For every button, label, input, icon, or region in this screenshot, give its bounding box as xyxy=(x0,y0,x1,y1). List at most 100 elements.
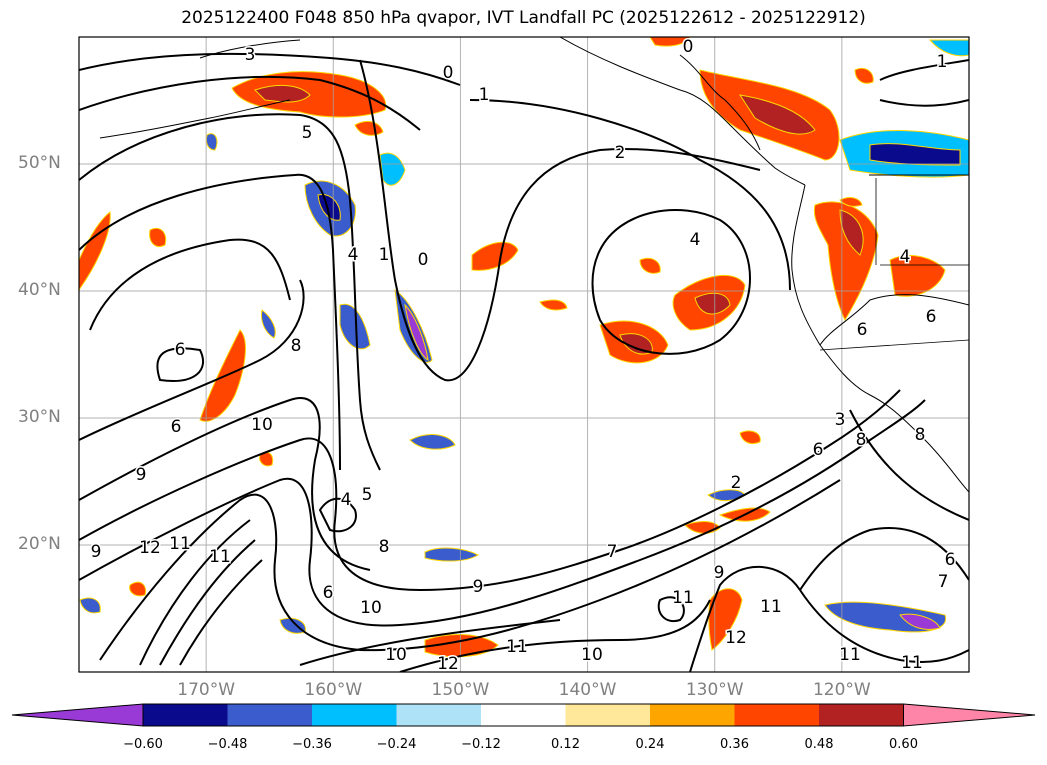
contour-label: 11 xyxy=(169,534,191,554)
contour-label: 6 xyxy=(945,550,956,570)
anomaly-patch xyxy=(379,152,406,186)
contour-label: 0 xyxy=(418,250,429,270)
contour-label: 0 xyxy=(683,37,694,57)
anomaly-patch xyxy=(539,299,568,311)
contour-label: 1 xyxy=(479,85,490,105)
longitude-label: 160°W xyxy=(304,680,363,700)
anomaly-patch xyxy=(339,303,371,350)
contour-label: 10 xyxy=(581,645,603,665)
contour-label: 12 xyxy=(139,538,161,558)
contour-label: 6 xyxy=(813,440,824,460)
contour-label: 1 xyxy=(379,245,390,265)
contour-label: 12 xyxy=(437,654,459,674)
contour-label: 0 xyxy=(443,63,454,83)
colorbar-segment xyxy=(481,704,566,726)
anomaly-patch xyxy=(79,597,101,614)
plot-title: 2025122400 F048 850 hPa qvapor, IVT Land… xyxy=(181,8,866,28)
contour-label: 2 xyxy=(615,143,626,163)
longitude-label: 140°W xyxy=(558,680,617,700)
contour-label: 7 xyxy=(938,572,949,592)
longitude-label: 120°W xyxy=(812,680,871,700)
colorbar-tick-label: −0.12 xyxy=(461,737,501,752)
anomaly-patch xyxy=(424,634,499,658)
contour-label: 4 xyxy=(900,247,911,267)
anomaly-patch xyxy=(404,303,429,362)
contour-label: 8 xyxy=(379,537,390,557)
contour-label: 4 xyxy=(341,490,352,510)
colorbar-frame xyxy=(142,703,904,727)
graticule xyxy=(79,37,969,672)
contour-label: 9 xyxy=(714,563,725,583)
colorbar-tick-label: 0.12 xyxy=(551,737,580,752)
contour-label: 7 xyxy=(607,542,618,562)
colorbar-segment xyxy=(396,704,482,726)
contour-label: 4 xyxy=(348,245,359,265)
anomaly-patch xyxy=(261,309,276,339)
longitude-label: 150°W xyxy=(431,680,490,700)
anomaly-patch xyxy=(739,430,761,445)
contour-label: 2 xyxy=(731,473,742,493)
anomaly-patch xyxy=(129,581,147,597)
anomaly-patch xyxy=(639,257,661,274)
latitude-label: 20°N xyxy=(18,534,61,554)
longitude-label: 130°W xyxy=(685,680,744,700)
colorbar-tick-label: 0.60 xyxy=(889,737,918,752)
contour-label: 8 xyxy=(915,425,926,445)
anomaly-patch xyxy=(839,197,863,207)
anomaly-patch xyxy=(694,292,731,315)
colorbar-tick-label: 0.24 xyxy=(635,737,665,752)
contour-label: 8 xyxy=(856,430,867,450)
latitude-label: 40°N xyxy=(18,280,61,300)
contour-label: 1 xyxy=(937,52,948,72)
colorbar-segment xyxy=(650,704,735,726)
anomaly-patch xyxy=(738,94,816,135)
contour-label: 11 xyxy=(760,597,782,617)
colorbar-tick-label: −0.60 xyxy=(123,737,163,752)
contour-label: 5 xyxy=(362,485,373,505)
contour-label: 11 xyxy=(672,588,694,608)
contour-label: 6 xyxy=(926,307,937,327)
contour-label: 10 xyxy=(360,598,382,618)
contour-label: 10 xyxy=(251,415,273,435)
contour-label: 9 xyxy=(473,577,484,597)
anomaly-patch xyxy=(869,143,961,166)
contour-label: 9 xyxy=(91,542,102,562)
contour-label: 11 xyxy=(901,653,923,673)
contour-label: 6 xyxy=(323,583,334,603)
anomaly-patch xyxy=(708,588,743,651)
contour-label: 4 xyxy=(690,230,701,250)
colorbar-tick-label: −0.24 xyxy=(376,737,417,752)
colorbar-extend-low xyxy=(11,703,144,727)
colorbar-tick-label: −0.48 xyxy=(207,737,248,752)
colorbar-segment xyxy=(312,704,397,726)
latitude-label: 50°N xyxy=(18,153,61,173)
anomaly-patch xyxy=(928,39,969,57)
anomaly-patch xyxy=(149,227,167,247)
colorbar-segment xyxy=(734,704,820,726)
colorbar-segment xyxy=(819,704,904,726)
contour-label: 10 xyxy=(385,645,407,665)
colorbar xyxy=(11,703,1036,727)
colorbar-tick-label: 0.48 xyxy=(804,737,834,752)
latitude-label: 30°N xyxy=(18,407,61,427)
contour-label: 11 xyxy=(209,547,231,567)
anomaly-patch xyxy=(889,254,946,297)
anomaly-patch xyxy=(854,67,874,84)
longitude-label: 170°W xyxy=(177,680,236,700)
contour-label: 6 xyxy=(171,417,182,437)
colorbar-segment xyxy=(565,704,651,726)
contour-label: 3 xyxy=(245,45,256,65)
coastline xyxy=(99,37,969,493)
colorbar-extend-high xyxy=(903,703,1036,727)
contour-label: 8 xyxy=(291,336,302,356)
ivt-contours xyxy=(79,52,969,672)
contour-label: 11 xyxy=(839,645,861,665)
anomaly-patch xyxy=(471,241,519,271)
anomaly-patch xyxy=(317,194,341,221)
colorbar-tick-label: −0.36 xyxy=(292,737,332,752)
contour-label: 5 xyxy=(302,123,313,143)
anomaly-patch xyxy=(409,434,456,450)
contour-label: 3 xyxy=(835,410,846,430)
colorbar-segment xyxy=(143,704,228,726)
